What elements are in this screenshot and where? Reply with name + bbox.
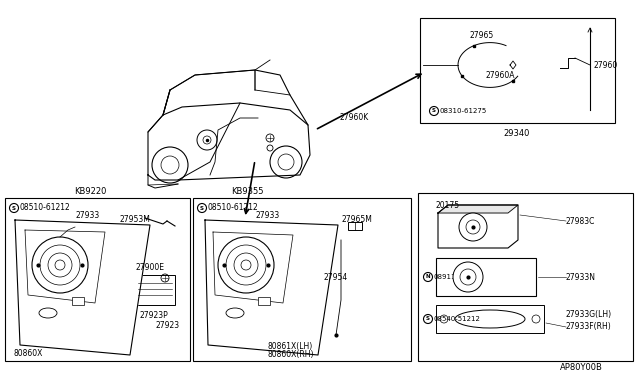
Text: 27965M: 27965M (341, 215, 372, 224)
Text: 27960K: 27960K (340, 113, 369, 122)
Text: AP80Y00B: AP80Y00B (560, 363, 603, 372)
Text: 27933G(LH): 27933G(LH) (566, 311, 612, 320)
Circle shape (218, 237, 274, 293)
Bar (72, 297, 84, 305)
Text: 27933N: 27933N (566, 273, 596, 282)
Text: 08510-61212: 08510-61212 (20, 203, 71, 212)
Polygon shape (15, 220, 150, 355)
Text: 20175: 20175 (436, 201, 460, 209)
Text: 27965: 27965 (470, 32, 494, 41)
Text: 27933: 27933 (75, 212, 99, 221)
Text: S: S (200, 205, 204, 211)
Text: 27923: 27923 (155, 321, 179, 330)
Text: 27960A: 27960A (485, 71, 515, 80)
Text: S: S (432, 109, 436, 113)
Text: S: S (426, 317, 430, 321)
Text: KB9220: KB9220 (74, 187, 106, 196)
Text: 27953M: 27953M (120, 215, 151, 224)
Text: S: S (12, 205, 16, 211)
Text: 80861X(LH): 80861X(LH) (268, 343, 313, 352)
Circle shape (453, 262, 483, 292)
Bar (135, 275, 175, 305)
Text: 27900E: 27900E (135, 263, 164, 272)
Text: 80860X(RH): 80860X(RH) (268, 350, 314, 359)
Text: KB9355: KB9355 (231, 187, 263, 196)
Text: 27983C: 27983C (566, 217, 595, 225)
Polygon shape (438, 205, 518, 213)
Circle shape (459, 213, 487, 241)
Bar (193, 198, 411, 361)
Bar (5, 198, 190, 361)
Bar (348, 222, 362, 230)
Bar (436, 258, 536, 296)
Bar (418, 193, 633, 361)
Polygon shape (205, 220, 338, 355)
Text: 27960: 27960 (594, 61, 618, 70)
Bar (436, 305, 544, 333)
Text: 29340: 29340 (504, 128, 530, 138)
Text: 27954: 27954 (323, 273, 348, 282)
Text: 08540-51212: 08540-51212 (434, 316, 481, 322)
Bar (258, 297, 270, 305)
Polygon shape (438, 205, 518, 248)
Text: 08911-10537: 08911-10537 (434, 274, 481, 280)
Text: 27933: 27933 (255, 212, 279, 221)
Circle shape (32, 237, 88, 293)
Text: 08510-61212: 08510-61212 (208, 203, 259, 212)
Text: N: N (426, 275, 430, 279)
Bar (420, 18, 615, 123)
Text: 80860X: 80860X (13, 349, 42, 357)
Text: 08310-61275: 08310-61275 (440, 108, 487, 114)
Text: 27933F(RH): 27933F(RH) (566, 323, 612, 331)
Text: 27923P: 27923P (140, 311, 169, 320)
